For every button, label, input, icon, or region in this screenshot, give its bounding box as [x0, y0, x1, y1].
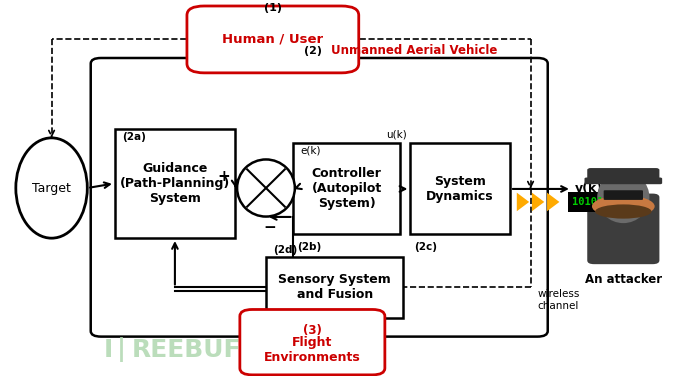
Text: Flight
Environments: Flight Environments — [264, 336, 361, 364]
Polygon shape — [517, 193, 529, 211]
Text: System
Dynamics: System Dynamics — [426, 175, 494, 203]
Polygon shape — [532, 193, 544, 211]
FancyBboxPatch shape — [604, 190, 643, 200]
FancyBboxPatch shape — [587, 168, 660, 184]
Text: Controller
(Autopilot
System): Controller (Autopilot System) — [312, 167, 382, 210]
FancyBboxPatch shape — [115, 129, 235, 238]
Ellipse shape — [237, 159, 295, 216]
Text: (2d): (2d) — [273, 245, 297, 255]
Text: y(k): y(k) — [575, 182, 603, 195]
Text: 1010111: 1010111 — [572, 197, 616, 207]
Text: (1): (1) — [264, 3, 282, 14]
FancyBboxPatch shape — [266, 257, 404, 318]
Text: I: I — [104, 338, 112, 362]
Polygon shape — [547, 193, 560, 211]
Text: −: − — [263, 220, 276, 235]
FancyBboxPatch shape — [293, 143, 400, 234]
FancyBboxPatch shape — [584, 178, 662, 184]
Text: (2): (2) — [304, 46, 326, 55]
Text: Guidance
(Path-Planning)
System: Guidance (Path-Planning) System — [120, 162, 230, 205]
FancyBboxPatch shape — [569, 192, 620, 212]
Ellipse shape — [16, 138, 88, 238]
Text: (2b): (2b) — [297, 242, 321, 252]
Ellipse shape — [592, 195, 655, 217]
Text: u(k): u(k) — [386, 130, 407, 140]
Text: wireless
channel: wireless channel — [538, 289, 580, 311]
Text: Sensory System
and Fusion: Sensory System and Fusion — [278, 273, 391, 301]
FancyBboxPatch shape — [90, 58, 548, 337]
Text: +: + — [217, 169, 230, 184]
FancyBboxPatch shape — [587, 193, 660, 264]
Text: REEBUF: REEBUF — [132, 338, 241, 362]
FancyBboxPatch shape — [411, 143, 510, 234]
FancyBboxPatch shape — [240, 310, 385, 375]
Text: |: | — [117, 337, 126, 362]
Text: e(k): e(k) — [300, 146, 321, 156]
Text: Human / User: Human / User — [222, 33, 324, 46]
Text: Target: Target — [32, 181, 71, 195]
Ellipse shape — [598, 172, 649, 223]
FancyBboxPatch shape — [187, 6, 359, 73]
Text: (2a): (2a) — [121, 132, 146, 142]
Text: An attacker: An attacker — [584, 273, 662, 287]
Text: Unmanned Aerial Vehicle: Unmanned Aerial Vehicle — [331, 44, 497, 57]
Ellipse shape — [595, 204, 651, 219]
Text: (3): (3) — [303, 324, 322, 337]
Text: (2c): (2c) — [414, 242, 437, 252]
